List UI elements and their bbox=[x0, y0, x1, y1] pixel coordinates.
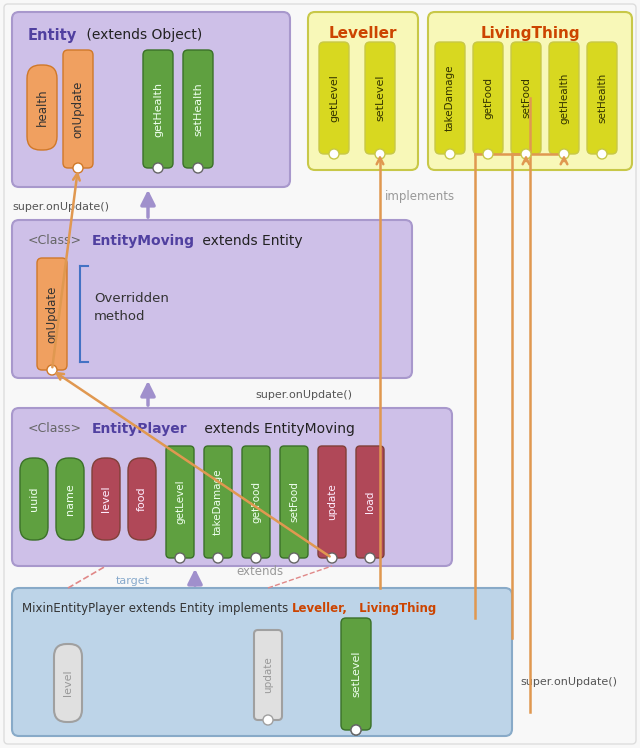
FancyBboxPatch shape bbox=[308, 12, 418, 170]
Circle shape bbox=[47, 365, 57, 375]
FancyBboxPatch shape bbox=[587, 42, 617, 154]
FancyBboxPatch shape bbox=[12, 588, 512, 736]
Circle shape bbox=[327, 553, 337, 563]
Text: uuid: uuid bbox=[29, 487, 39, 511]
Circle shape bbox=[483, 149, 493, 159]
Text: getLevel: getLevel bbox=[329, 74, 339, 122]
FancyBboxPatch shape bbox=[37, 258, 67, 370]
Text: Leveller: Leveller bbox=[329, 26, 397, 41]
Circle shape bbox=[213, 553, 223, 563]
Text: takeDamage: takeDamage bbox=[445, 65, 455, 131]
FancyBboxPatch shape bbox=[166, 446, 194, 558]
FancyBboxPatch shape bbox=[63, 50, 93, 168]
FancyBboxPatch shape bbox=[27, 65, 57, 150]
FancyBboxPatch shape bbox=[92, 458, 120, 540]
FancyBboxPatch shape bbox=[365, 42, 395, 154]
Text: Entity: Entity bbox=[28, 28, 77, 43]
FancyBboxPatch shape bbox=[435, 42, 465, 154]
FancyBboxPatch shape bbox=[143, 50, 173, 168]
Text: extends EntityMoving: extends EntityMoving bbox=[200, 422, 355, 436]
Circle shape bbox=[251, 553, 261, 563]
Text: health: health bbox=[35, 89, 49, 126]
FancyBboxPatch shape bbox=[319, 42, 349, 154]
Text: setLevel: setLevel bbox=[351, 651, 361, 697]
Text: (extends Object): (extends Object) bbox=[82, 28, 202, 42]
Text: Leveller,: Leveller, bbox=[292, 602, 348, 615]
FancyBboxPatch shape bbox=[242, 446, 270, 558]
Text: level: level bbox=[63, 669, 73, 696]
Text: implements: implements bbox=[385, 190, 455, 203]
Text: update: update bbox=[263, 657, 273, 693]
Circle shape bbox=[193, 163, 203, 173]
FancyBboxPatch shape bbox=[318, 446, 346, 558]
Text: extends Entity: extends Entity bbox=[198, 234, 303, 248]
Text: extends: extends bbox=[236, 565, 284, 578]
Circle shape bbox=[351, 725, 361, 735]
Circle shape bbox=[559, 149, 569, 159]
Circle shape bbox=[73, 163, 83, 173]
Text: <Class>: <Class> bbox=[28, 422, 82, 435]
Circle shape bbox=[263, 715, 273, 725]
Circle shape bbox=[329, 149, 339, 159]
Text: MixinEntityPlayer extends Entity implements: MixinEntityPlayer extends Entity impleme… bbox=[22, 602, 292, 615]
Circle shape bbox=[351, 725, 361, 735]
FancyBboxPatch shape bbox=[341, 618, 371, 730]
Circle shape bbox=[153, 163, 163, 173]
Text: food: food bbox=[137, 487, 147, 512]
FancyBboxPatch shape bbox=[549, 42, 579, 154]
Text: getHealth: getHealth bbox=[153, 82, 163, 137]
Text: setLevel: setLevel bbox=[375, 75, 385, 121]
FancyBboxPatch shape bbox=[12, 220, 412, 378]
Text: <Class>: <Class> bbox=[28, 234, 82, 247]
Circle shape bbox=[597, 149, 607, 159]
FancyBboxPatch shape bbox=[428, 12, 632, 170]
FancyBboxPatch shape bbox=[511, 42, 541, 154]
Text: setHealth: setHealth bbox=[193, 82, 203, 136]
FancyBboxPatch shape bbox=[183, 50, 213, 168]
Text: getFood: getFood bbox=[251, 481, 261, 523]
Text: onUpdate: onUpdate bbox=[72, 80, 84, 138]
Circle shape bbox=[365, 553, 375, 563]
Circle shape bbox=[175, 553, 185, 563]
Circle shape bbox=[445, 149, 455, 159]
Circle shape bbox=[521, 149, 531, 159]
Text: Overridden
method: Overridden method bbox=[94, 292, 169, 322]
Text: takeDamage: takeDamage bbox=[213, 469, 223, 536]
FancyBboxPatch shape bbox=[356, 446, 384, 558]
Text: LivingThing: LivingThing bbox=[355, 602, 436, 615]
Text: getLevel: getLevel bbox=[175, 479, 185, 524]
Text: name: name bbox=[65, 483, 75, 515]
FancyBboxPatch shape bbox=[54, 644, 82, 722]
FancyBboxPatch shape bbox=[12, 12, 290, 187]
Text: level: level bbox=[101, 485, 111, 512]
Text: setHealth: setHealth bbox=[597, 73, 607, 123]
Text: load: load bbox=[365, 491, 375, 513]
Text: super.onUpdate(): super.onUpdate() bbox=[255, 390, 352, 400]
FancyBboxPatch shape bbox=[280, 446, 308, 558]
FancyBboxPatch shape bbox=[4, 4, 636, 744]
Circle shape bbox=[289, 553, 299, 563]
FancyBboxPatch shape bbox=[12, 408, 452, 566]
Text: setFood: setFood bbox=[289, 482, 299, 522]
Text: onUpdate: onUpdate bbox=[45, 285, 58, 343]
FancyBboxPatch shape bbox=[254, 630, 282, 720]
FancyBboxPatch shape bbox=[56, 458, 84, 540]
Text: getFood: getFood bbox=[483, 77, 493, 119]
FancyBboxPatch shape bbox=[128, 458, 156, 540]
FancyBboxPatch shape bbox=[473, 42, 503, 154]
Circle shape bbox=[375, 149, 385, 159]
Text: setFood: setFood bbox=[521, 78, 531, 118]
Text: target: target bbox=[116, 576, 150, 586]
Text: EntityPlayer: EntityPlayer bbox=[92, 422, 188, 436]
Text: EntityMoving: EntityMoving bbox=[92, 234, 195, 248]
Text: super.onUpdate(): super.onUpdate() bbox=[520, 677, 617, 687]
FancyBboxPatch shape bbox=[20, 458, 48, 540]
Text: update: update bbox=[327, 484, 337, 521]
Text: getHealth: getHealth bbox=[559, 73, 569, 123]
Text: LivingThing: LivingThing bbox=[480, 26, 580, 41]
Text: super.onUpdate(): super.onUpdate() bbox=[12, 202, 109, 212]
FancyBboxPatch shape bbox=[204, 446, 232, 558]
